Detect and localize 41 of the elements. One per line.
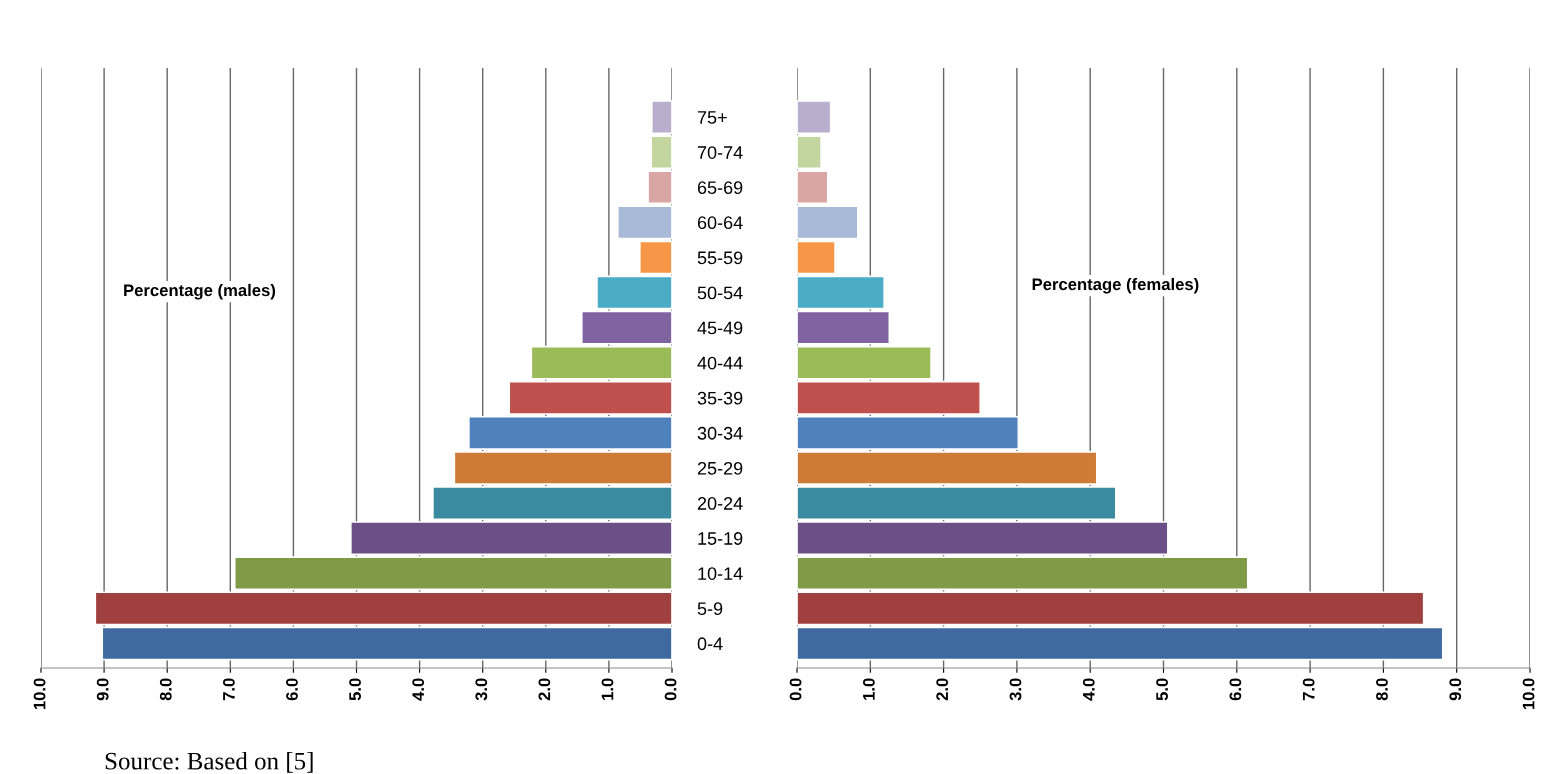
x-tick-label: 8.0 — [159, 678, 172, 701]
x-tick-label: 7.0 — [1302, 678, 1315, 701]
x-tick-label: 9.0 — [1449, 678, 1462, 701]
y-tick-label: 25-29 — [697, 461, 743, 475]
x-tick-label: 4.0 — [412, 678, 425, 701]
x-tick-label: 3.0 — [475, 678, 488, 701]
x-tick-label: 8.0 — [1376, 678, 1388, 701]
y-tick-label: 70-74 — [697, 146, 743, 159]
y-tick-label: 30-34 — [697, 426, 743, 440]
x-tick-label: 5.0 — [1156, 678, 1168, 701]
x-tick-label: 0.0 — [664, 678, 677, 701]
y-tick-label: 15-19 — [698, 532, 743, 545]
y-tick-label: 55-59 — [697, 251, 743, 265]
x-tick-label: 2.0 — [936, 678, 949, 701]
x-tick-label: 7.0 — [222, 678, 235, 701]
annotation: Percentage (males) — [124, 283, 276, 300]
y-tick-label: 75+ — [697, 111, 727, 124]
y-tick-label: 5-9 — [697, 602, 723, 616]
y-tick-label: 0-4 — [697, 637, 723, 651]
y-tick-label: 20-24 — [697, 497, 743, 510]
x-tick-label: 0.0 — [789, 678, 802, 701]
annotation: Percentage (females) — [1032, 277, 1199, 294]
x-tick-label: 2.0 — [538, 678, 551, 701]
y-tick-label: 65-69 — [697, 181, 743, 195]
y-tick-label: 50-54 — [697, 286, 743, 300]
x-tick-label: 6.0 — [1229, 678, 1242, 701]
x-tick-label: 4.0 — [1082, 678, 1095, 701]
x-tick-label: 6.0 — [286, 678, 298, 701]
y-tick-label: 60-64 — [697, 216, 743, 230]
x-tick-label: 3.0 — [1009, 678, 1022, 701]
y-tick-label: 45-49 — [697, 321, 743, 335]
x-tick-label: 5.0 — [349, 678, 361, 701]
source-note: Source: Based on [5] — [105, 752, 313, 773]
y-tick-label: 35-39 — [697, 391, 743, 405]
x-tick-label: 10.0 — [33, 678, 46, 710]
x-tick-label: 1.0 — [862, 678, 875, 700]
y-tick-label: 40-44 — [697, 356, 743, 370]
x-tick-label: 1.0 — [601, 678, 614, 700]
y-tick-label: 10-14 — [698, 567, 743, 580]
x-tick-label: 9.0 — [96, 678, 109, 701]
x-tick-label: 10.0 — [1522, 678, 1535, 710]
